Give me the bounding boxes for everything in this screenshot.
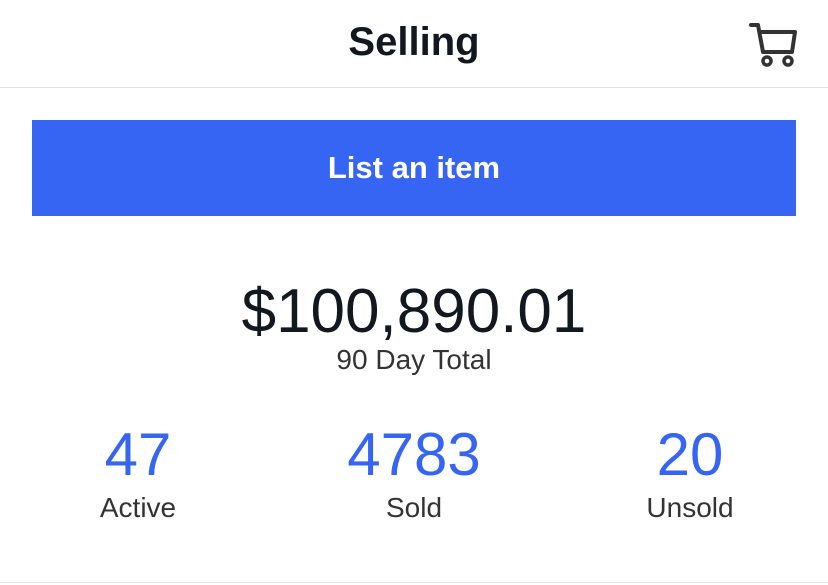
page-title: Selling [348, 20, 480, 64]
stat-value: 20 [656, 421, 724, 488]
list-item-button[interactable]: List an item [32, 120, 796, 216]
total-amount: $100,890.01 [241, 277, 587, 346]
button-label: List an item [327, 150, 501, 185]
header: Selling [0, 0, 828, 88]
stat-value: 47 [104, 421, 172, 488]
total-label: 90 Day Total [336, 344, 492, 375]
cart-icon[interactable] [748, 20, 798, 68]
stat[interactable]: 4783 Sold [276, 420, 552, 524]
stat-label: Unsold [646, 492, 734, 523]
stat-label: Active [99, 492, 177, 523]
stat-value: 4783 [347, 421, 481, 488]
stat[interactable]: 20 Unsold [552, 420, 828, 524]
divider [0, 582, 828, 583]
stat[interactable]: 47 Active [0, 420, 276, 524]
stat-label: Sold [385, 492, 443, 523]
